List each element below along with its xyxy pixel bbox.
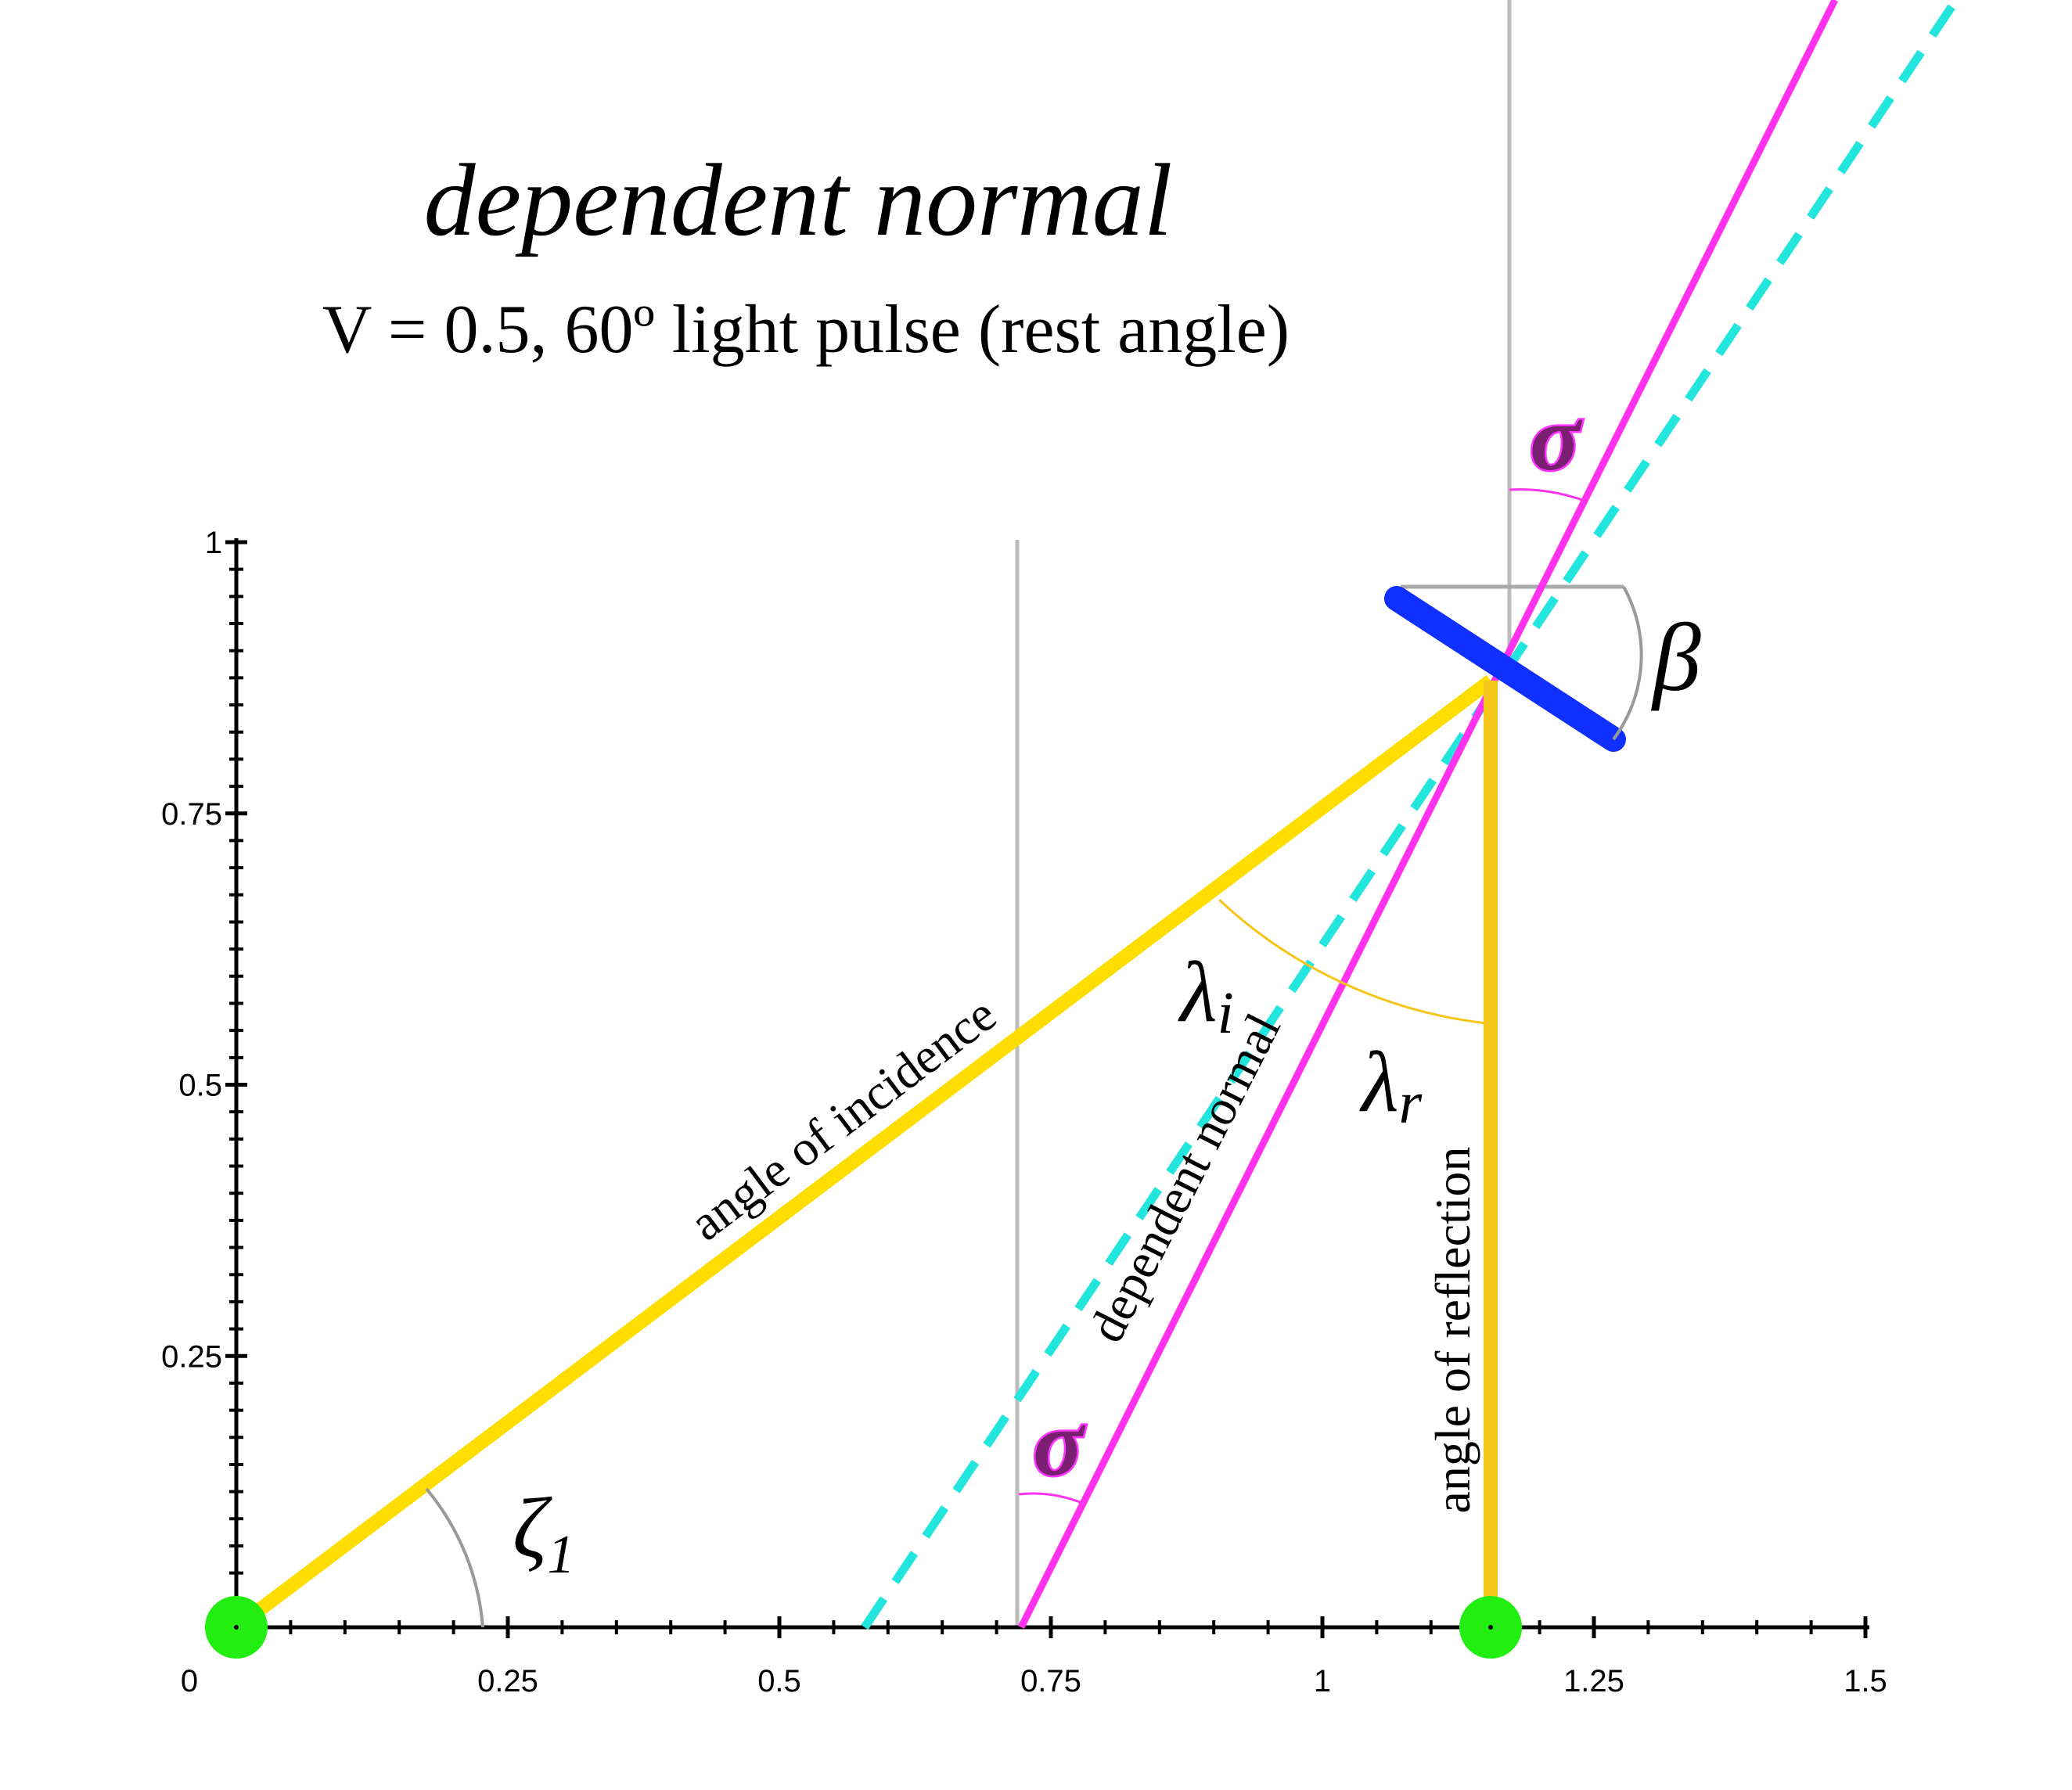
mirror — [1384, 586, 1626, 752]
zeta-symbol: ζ — [513, 1480, 552, 1576]
y-tick-label: 0.5 — [178, 1069, 222, 1103]
x-tick-label: 0.25 — [477, 1664, 538, 1698]
incidence-label: angle of incidence — [679, 986, 1005, 1251]
x-tick-label: 0.75 — [1020, 1664, 1081, 1698]
sigma-arc-top — [1509, 488, 1585, 502]
diagram-title: dependent normal — [424, 142, 1173, 257]
lambda-i-symbol: λ — [1178, 944, 1218, 1040]
y-tick-label: 0.75 — [161, 797, 222, 832]
x-tick-label: 0 — [181, 1664, 198, 1698]
beta-label: β — [1651, 604, 1701, 711]
sigma-label-bottom: σ — [1033, 1391, 1086, 1495]
x-tick-label: 1.5 — [1844, 1664, 1887, 1698]
end-point-center — [1488, 1625, 1493, 1630]
lambda-r-subscript: r — [1399, 1070, 1423, 1136]
x-tick-label: 0.5 — [757, 1664, 801, 1698]
lambda-i-label: λi — [1178, 944, 1234, 1046]
reflection-label: angle of reflection — [1425, 1146, 1480, 1513]
sigma-label-top: σ — [1530, 386, 1583, 490]
dependent-normal-line — [1017, 0, 1839, 1630]
zeta-subscript: 1 — [548, 1525, 575, 1585]
diagram-subtitle: V = 0.5, 60º light pulse (rest angle) — [322, 292, 1290, 368]
x-tick-label: 1.25 — [1563, 1664, 1624, 1698]
lambda-r-symbol: λ — [1359, 1034, 1399, 1130]
axes: 0 0.25 0.5 0.75 1 1.25 1.5 0.25 0.5 0.75 1 — [161, 526, 1887, 1698]
y-tick-label: 0.25 — [161, 1339, 222, 1374]
beta-arc — [1612, 586, 1643, 741]
lambda-arc — [1218, 898, 1487, 1025]
zeta-label: ζ1 — [513, 1480, 575, 1585]
y-tick-label: 1 — [205, 526, 222, 560]
start-point-center — [234, 1625, 239, 1630]
incidence-ray — [232, 674, 1495, 1634]
sigma-arc-bottom — [1018, 1492, 1085, 1505]
lambda-i-subscript: i — [1218, 980, 1234, 1046]
zeta-arc — [425, 1487, 484, 1628]
x-tick-label: 1 — [1314, 1664, 1331, 1698]
lambda-r-label: λr — [1359, 1034, 1423, 1136]
